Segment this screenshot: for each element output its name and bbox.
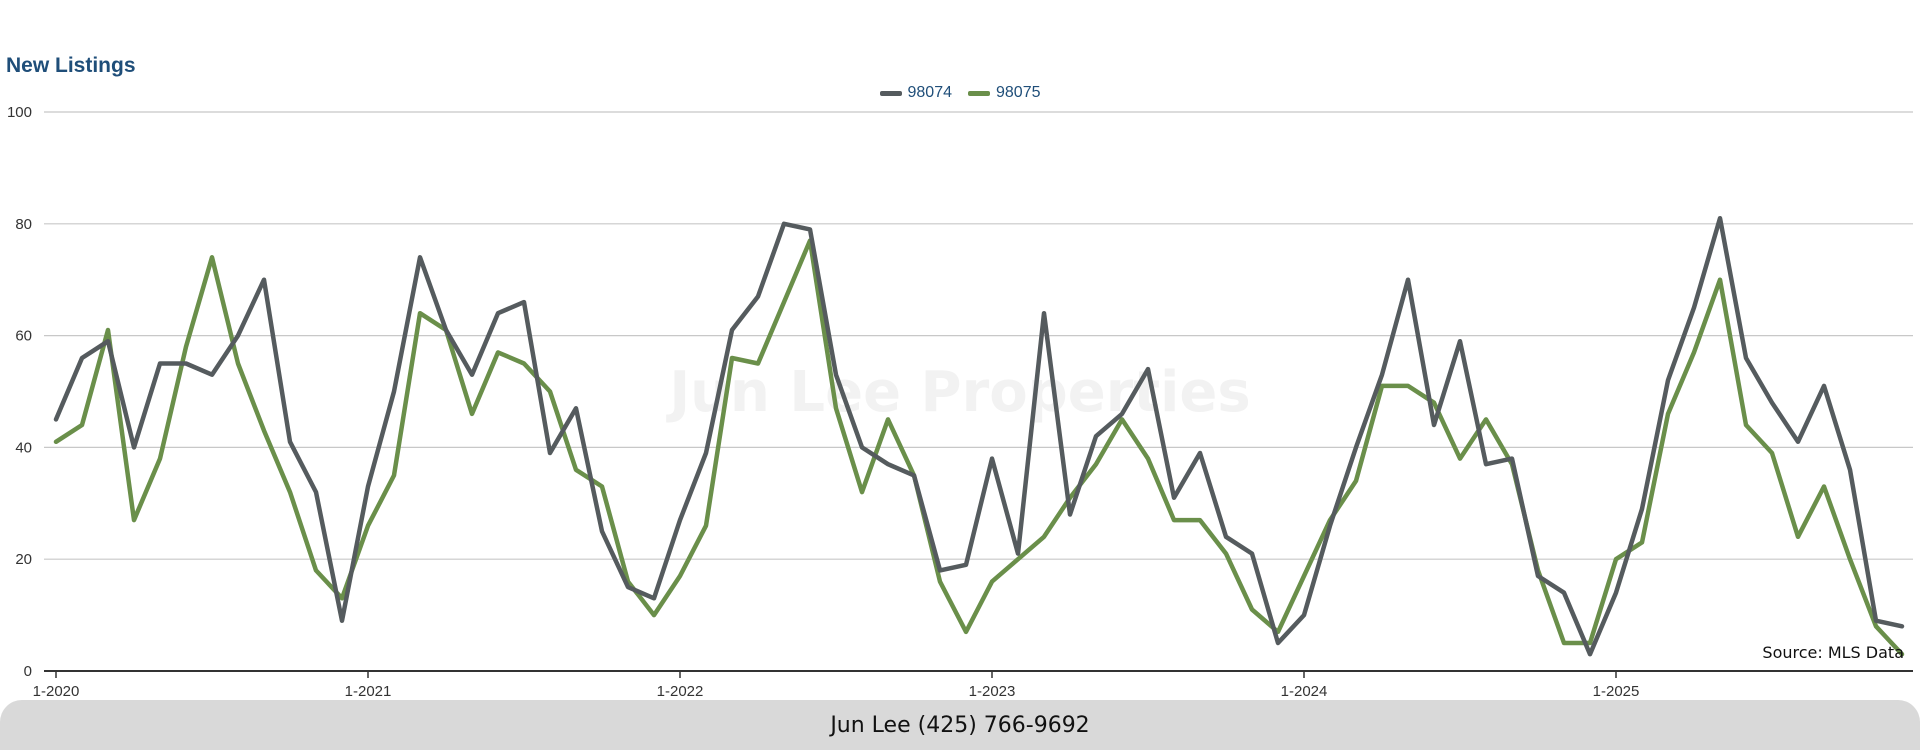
footer-bar: Jun Lee (425) 766-9692 <box>0 700 1920 750</box>
y-tick-label-80: 80 <box>15 216 32 233</box>
legend-swatch-98075 <box>968 90 990 96</box>
line-chart: 0 20 40 60 80 100 1-2020 1-2021 1-2022 1-2023 1-20… <box>7 104 1913 700</box>
x-tick-label-1-2022: 1-2022 <box>657 683 704 700</box>
x-tick-label-1-2024: 1-2024 <box>1281 683 1328 700</box>
y-tick-label-0: 0 <box>24 663 32 680</box>
source-note: Source: MLS Data <box>1762 643 1904 662</box>
legend: 98074 98075 <box>0 84 1920 102</box>
footer-contact: Jun Lee (425) 766-9692 <box>830 712 1090 738</box>
y-tick-label-20: 20 <box>15 551 32 568</box>
legend-swatch-98074 <box>879 90 902 96</box>
legend-item-98074[interactable]: 98074 <box>879 84 953 102</box>
legend-label-98075: 98075 <box>996 84 1041 101</box>
x-tick-label-1-2025: 1-2025 <box>1593 683 1640 700</box>
y-tick-label-60: 60 <box>15 328 32 345</box>
chart-title: New Listings <box>6 54 136 77</box>
series-line-98074 <box>53 215 1905 657</box>
x-tick-label-1-2021: 1-2021 <box>345 683 392 700</box>
y-tick-label-100: 100 <box>7 104 32 121</box>
legend-label-98074: 98074 <box>907 84 953 101</box>
series-line-98075 <box>53 238 1905 657</box>
y-tick-label-40: 40 <box>15 439 32 456</box>
legend-item-98075[interactable]: 98075 <box>968 84 1041 102</box>
x-tick-label-1-2023: 1-2023 <box>969 683 1016 700</box>
x-tick-label-1-2020: 1-2020 <box>33 683 80 700</box>
